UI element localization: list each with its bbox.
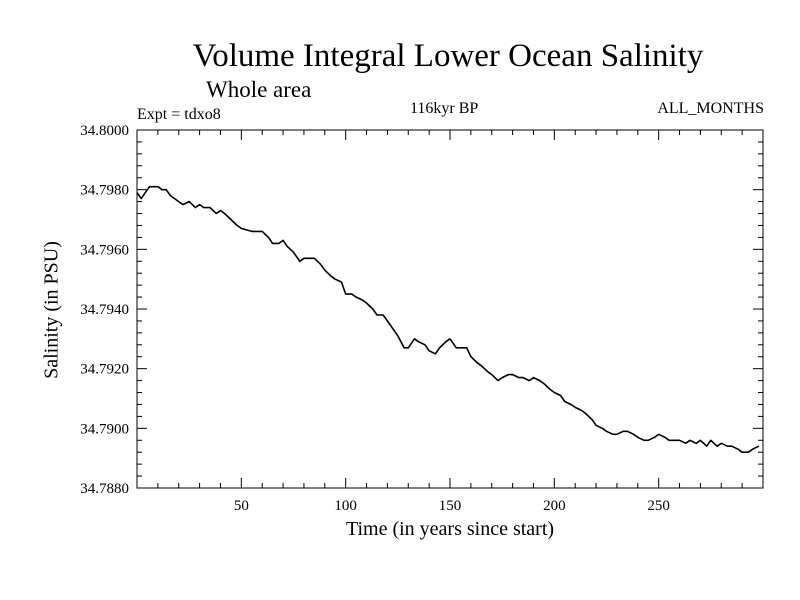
y-tick-label: 34.7900 xyxy=(80,421,129,437)
y-tick-label: 34.7880 xyxy=(80,481,129,497)
x-tick-label: 100 xyxy=(334,498,357,514)
y-tick-label: 34.7960 xyxy=(80,242,129,258)
months-label: ALL_MONTHS xyxy=(657,100,764,117)
y-tick-label: 34.7940 xyxy=(80,302,129,318)
x-axis-label: Time (in years since start) xyxy=(345,518,555,540)
x-tick-label: 150 xyxy=(439,498,462,514)
chart-subtitle: Whole area xyxy=(206,77,312,102)
y-tick-label: 34.7980 xyxy=(80,183,129,199)
salinity-series-line xyxy=(136,185,760,453)
period-label: 116kyr BP xyxy=(410,100,479,117)
x-tick-label: 250 xyxy=(647,498,670,514)
x-tick-label: 200 xyxy=(543,498,566,514)
y-tick-label: 34.8000 xyxy=(80,123,129,139)
plot-frame xyxy=(136,129,764,489)
x-tick-label: 50 xyxy=(234,498,249,514)
experiment-label: Expt = tdxo8 xyxy=(137,106,221,123)
axis-tick-labels: 50 100 150 200 250 34.7880 34.7900 34.7920 34.79… xyxy=(80,123,670,514)
y-tick-label: 34.7920 xyxy=(80,362,129,378)
chart-title: Volume Integral Lower Ocean Salinity xyxy=(192,38,704,74)
axis-ticks xyxy=(137,130,763,488)
